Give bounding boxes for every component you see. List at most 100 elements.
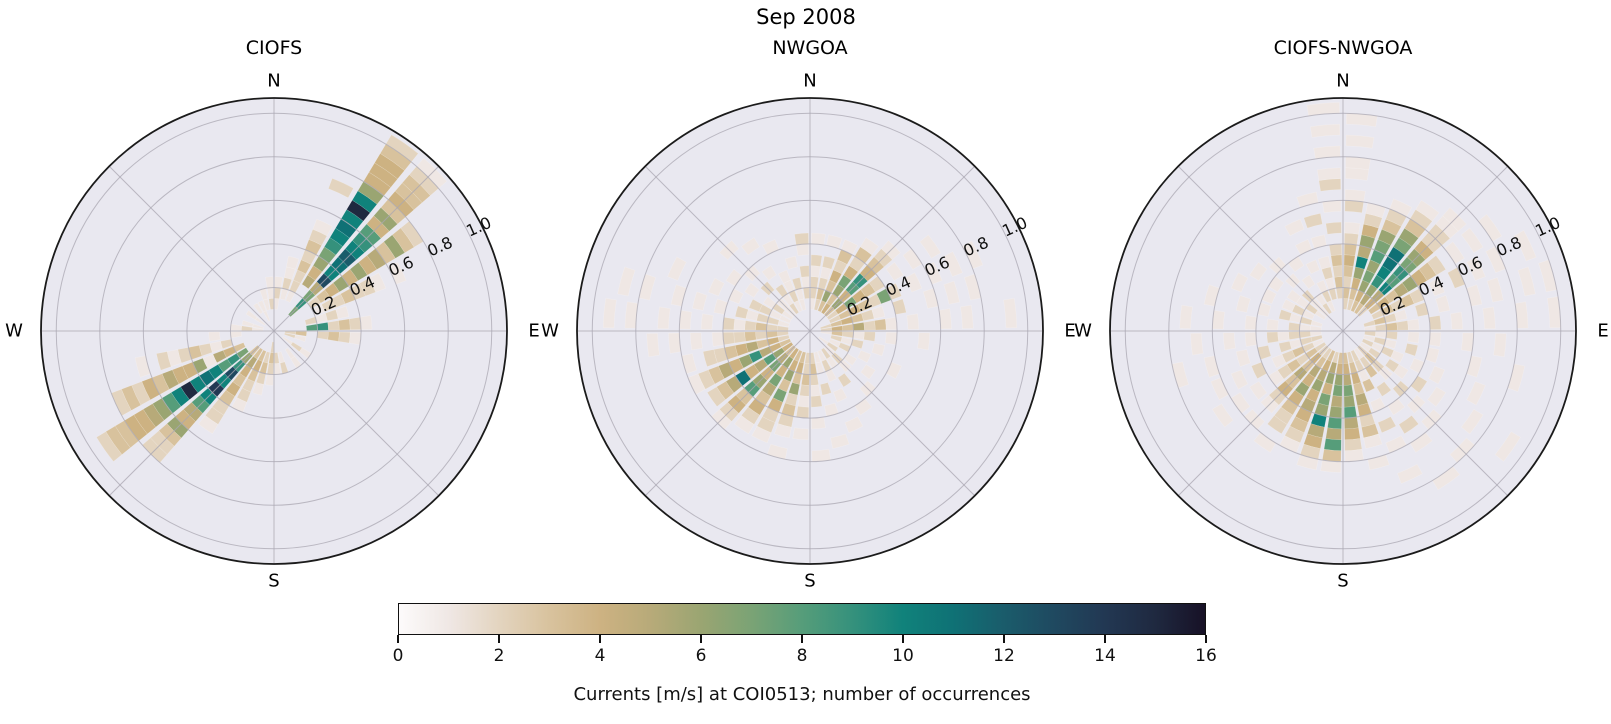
heatmap-cell — [1428, 332, 1442, 347]
heatmap-cell — [697, 369, 716, 390]
heatmap-cell — [225, 381, 241, 397]
grid-spoke — [273, 330, 440, 497]
heatmap-cell — [1363, 433, 1383, 449]
heatmap-cell — [829, 269, 843, 284]
grid-spoke — [644, 330, 811, 497]
colorbar-tick-label: 4 — [594, 646, 606, 666]
heatmap-cell — [170, 386, 190, 407]
compass-label-n: N — [267, 71, 280, 92]
heatmap-cell — [794, 232, 809, 246]
heatmap-cell — [1428, 315, 1442, 330]
heatmap-cell — [1393, 282, 1409, 298]
heatmap-cell — [844, 416, 864, 434]
heatmap-cell — [1397, 463, 1423, 484]
heatmap-cell — [308, 228, 328, 246]
heatmap-cell — [1384, 358, 1400, 373]
heatmap-cell — [241, 325, 253, 331]
heatmap-cell — [1364, 331, 1376, 337]
heatmap-cell — [1362, 378, 1376, 393]
heatmap-cell — [257, 349, 267, 362]
heatmap-cell — [1314, 310, 1327, 321]
heatmap-cell — [851, 289, 867, 304]
heatmap-cell — [768, 372, 783, 388]
heatmap-cell — [327, 331, 340, 342]
grid-spoke — [809, 165, 976, 332]
heatmap-cell — [857, 350, 872, 364]
polar-spine — [1109, 97, 1577, 565]
heatmap-cell — [1266, 331, 1279, 344]
heatmap-cell — [830, 433, 850, 449]
heatmap-cell — [1314, 341, 1327, 352]
heatmap-cell — [198, 343, 213, 357]
heatmap-cell — [733, 318, 746, 331]
heatmap-cell — [745, 309, 759, 322]
heatmap-cell — [1273, 406, 1294, 425]
heatmap-cell — [1345, 134, 1375, 149]
colorbar: 0 2 4 6 8 10 12 14 16 — [393, 603, 1217, 675]
heatmap-cell — [1353, 302, 1364, 315]
heatmap-cell — [960, 304, 974, 329]
heatmap-cell — [798, 298, 807, 311]
heatmap-cell — [843, 265, 859, 281]
heatmap-cell — [1343, 395, 1356, 408]
heatmap-cell — [826, 341, 839, 352]
colorbar-label: Currents [m/s] at COI0513; number of occ… — [573, 684, 1031, 705]
heatmap-cell — [1365, 259, 1381, 275]
heatmap-cell — [646, 333, 660, 358]
heatmap-cell — [1322, 302, 1333, 315]
heatmap-cell — [722, 331, 736, 346]
heatmap-cell — [1363, 334, 1376, 343]
heatmap-cell — [290, 341, 303, 352]
heatmap-cell — [1418, 261, 1437, 282]
heatmap-cell — [797, 395, 810, 408]
heatmap-cell — [602, 297, 617, 329]
heatmap-cell — [1332, 265, 1343, 278]
heatmap-cell — [1003, 297, 1018, 329]
heatmap-cell — [1321, 382, 1334, 396]
heatmap-cell — [329, 227, 350, 247]
heatmap-cell — [1327, 416, 1342, 430]
heatmap-cell — [1343, 254, 1356, 267]
heatmap-cell — [734, 415, 755, 435]
heatmap-cell — [1305, 259, 1321, 275]
heatmap-cell — [1435, 295, 1451, 313]
heatmap-cell — [1323, 438, 1342, 452]
colorbar-tick-label: 6 — [695, 646, 707, 666]
heatmap-cell — [1332, 384, 1343, 397]
heatmap-cell — [799, 265, 810, 278]
heatmap-cell — [1271, 353, 1287, 369]
heatmap-cell — [700, 313, 714, 330]
heatmap-cell — [1278, 309, 1292, 322]
heatmap-cell — [819, 323, 832, 330]
heatmap-cell — [315, 289, 331, 304]
heatmap-cell — [711, 332, 725, 347]
heatmap-cell — [1344, 448, 1364, 462]
heatmap-cell — [1305, 387, 1321, 403]
heatmap-cell — [738, 353, 754, 369]
heatmap-cell — [1427, 255, 1447, 276]
heatmap-cell — [295, 331, 307, 337]
heatmap-cell — [657, 306, 671, 330]
heatmap-cell — [294, 334, 307, 343]
heatmap-cell — [942, 251, 963, 277]
heatmap-cell — [1486, 277, 1504, 303]
heatmap-cell — [274, 298, 280, 310]
heatmap-cell — [919, 234, 942, 259]
heatmap-cell — [1407, 318, 1420, 331]
heatmap-cell — [756, 416, 776, 434]
heatmap-cell — [733, 331, 746, 344]
heatmap-cell — [667, 256, 687, 281]
heatmap-cell — [1318, 178, 1342, 192]
heatmap-cell — [1317, 255, 1331, 270]
heatmap-cell — [857, 298, 872, 312]
heatmap-cell — [692, 291, 708, 311]
heatmap-cell — [180, 380, 199, 401]
colorbar-tick-label: 14 — [1094, 646, 1116, 666]
heatmap-cell — [1179, 304, 1193, 329]
heatmap-cell — [1230, 369, 1249, 390]
compass-label-s: S — [1337, 571, 1348, 591]
colorbar-tick-label: 10 — [892, 646, 914, 666]
heatmap-cell — [1353, 347, 1364, 360]
heatmap-cell — [1466, 256, 1486, 281]
